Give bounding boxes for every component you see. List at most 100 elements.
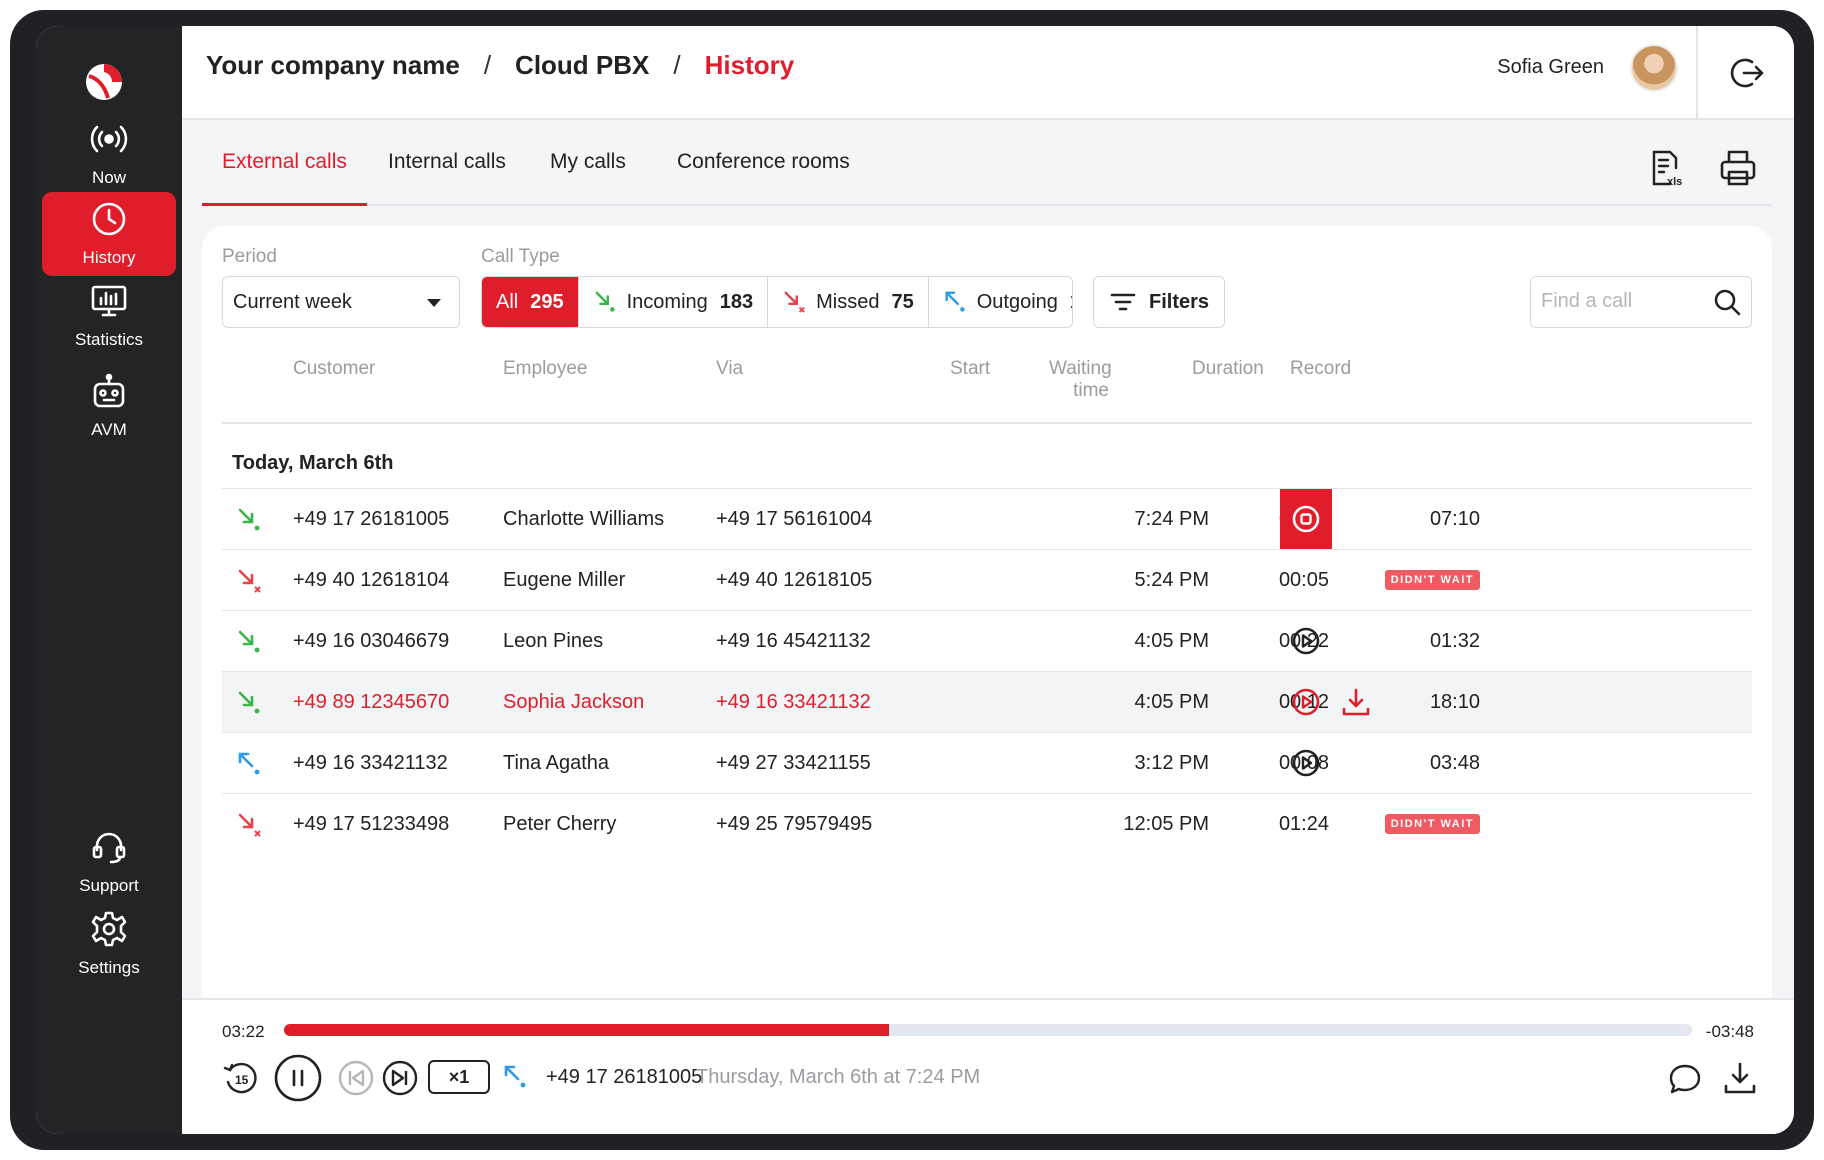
tab-my-calls[interactable]: My calls xyxy=(550,150,626,173)
via-number: +49 17 56161004 xyxy=(716,508,873,530)
customer-number[interactable]: +49 89 12345670 xyxy=(293,691,450,713)
employee-name: Sophia Jackson xyxy=(503,691,645,713)
missed-call-icon xyxy=(238,569,261,593)
search-box xyxy=(1530,276,1752,328)
incoming-call-icon xyxy=(595,291,615,312)
customer-number[interactable]: +49 17 51233498 xyxy=(293,813,450,835)
breadcrumb-separator: / xyxy=(483,50,492,80)
table-row[interactable]: +49 17 51233498 Peter Cherry +49 25 795794… xyxy=(222,793,1752,854)
via-number: +49 27 33421155 xyxy=(716,752,871,774)
call-type-label: Incoming xyxy=(626,290,708,313)
monitor-chart-icon xyxy=(91,285,127,317)
period-value: Current week xyxy=(233,291,352,313)
svg-text:xls: xls xyxy=(1667,176,1682,188)
elapsed-time: 03:22 xyxy=(222,1022,265,1041)
play-recording-button[interactable] xyxy=(1280,611,1332,672)
customer-number[interactable]: +49 16 03046679 xyxy=(293,630,450,652)
playback-progress-bar[interactable] xyxy=(284,1024,1692,1036)
start-time: 5:24 PM xyxy=(1134,569,1209,591)
remaining-time: -03:48 xyxy=(1705,1022,1754,1041)
call-type-outgoing[interactable]: Outgoing 112 xyxy=(929,277,1072,327)
sidebar-item-label: Settings xyxy=(78,958,140,977)
gear-icon xyxy=(91,911,127,947)
duration: 07:10 xyxy=(1429,508,1480,530)
tab-external-calls[interactable]: External calls xyxy=(202,122,367,206)
filters-label: Filters xyxy=(1148,290,1210,313)
tab-internal-calls[interactable]: Internal calls xyxy=(388,150,506,173)
sidebar-item-history[interactable]: History xyxy=(42,192,176,276)
call-type-count: 183 xyxy=(719,290,754,313)
employee-name: Charlotte Williams xyxy=(503,508,665,530)
sidebar-item-settings[interactable]: Settings xyxy=(42,902,176,986)
stop-recording-button[interactable] xyxy=(1280,489,1332,550)
customer-number[interactable]: +49 40 12618104 xyxy=(293,569,450,591)
robot-icon xyxy=(93,373,125,408)
download-icon[interactable] xyxy=(1340,686,1372,718)
table-row[interactable]: +49 89 12345670 Sophia Jackson +49 16 3342… xyxy=(222,671,1752,732)
rewind-15-icon[interactable]: 15 xyxy=(222,1060,258,1096)
download-icon[interactable] xyxy=(1722,1060,1758,1096)
main-content: Your company name / Cloud PBX / History Sofi… xyxy=(182,26,1794,1134)
player-phone-number: +49 17 26181005 xyxy=(546,1066,703,1088)
sidebar-item-support[interactable]: Support xyxy=(42,820,176,904)
waiting-time: 00:05 xyxy=(1278,569,1329,591)
call-type-all[interactable]: All 295 xyxy=(482,277,579,327)
table-row[interactable]: +49 40 12618104 Eugene Miller +49 40 12618… xyxy=(222,549,1752,610)
logout-icon[interactable] xyxy=(1728,54,1766,92)
sidebar-item-now[interactable]: Now xyxy=(42,112,176,196)
breadcrumb-company[interactable]: Your company name xyxy=(206,50,460,80)
sidebar-item-label: AVM xyxy=(91,420,127,439)
call-type-label: Outgoing xyxy=(976,290,1058,313)
skip-next-icon[interactable] xyxy=(382,1060,418,1096)
search-input[interactable] xyxy=(1531,277,1701,325)
broadcast-icon xyxy=(90,125,128,153)
search-icon[interactable] xyxy=(1713,288,1741,316)
call-type-incoming[interactable]: Incoming 183 xyxy=(579,277,769,327)
duration: 18:10 xyxy=(1429,691,1480,713)
missed-call-icon xyxy=(784,291,805,313)
skip-previous-icon[interactable] xyxy=(338,1060,374,1096)
breadcrumb-cloud-pbx[interactable]: Cloud PBX xyxy=(515,50,650,80)
customer-number[interactable]: +49 16 33421132 xyxy=(293,752,448,774)
duration: 01:32 xyxy=(1429,630,1480,652)
sidebar: Now History Statistics AVM xyxy=(36,26,182,1134)
missed-call-icon xyxy=(238,813,261,837)
export-xls-icon[interactable]: xls xyxy=(1648,148,1688,188)
comment-icon[interactable] xyxy=(1668,1062,1702,1096)
column-header-waiting-line: time xyxy=(1073,380,1109,401)
player-call-date: Thursday, March 6th at 7:24 PM xyxy=(696,1066,981,1088)
call-type-count: 295 xyxy=(530,290,564,313)
clock-icon xyxy=(92,202,126,236)
call-type-missed[interactable]: Missed 75 xyxy=(768,277,929,327)
user-name[interactable]: Sofia Green xyxy=(1497,56,1604,78)
play-recording-button[interactable] xyxy=(1280,733,1332,794)
duration: 03:48 xyxy=(1429,752,1480,774)
filters-button[interactable]: Filters xyxy=(1093,276,1225,328)
audio-player: 03:22 -03:48 15 ×1 +49 17 26181005 Thurs… xyxy=(182,998,1794,1134)
playback-speed-button[interactable]: ×1 xyxy=(428,1060,490,1094)
play-recording-button[interactable] xyxy=(1280,672,1332,733)
table-row[interactable]: +49 16 03046679 Leon Pines +49 16 45421132… xyxy=(222,610,1752,671)
customer-number[interactable]: +49 17 26181005 xyxy=(293,508,450,530)
sidebar-item-statistics[interactable]: Statistics xyxy=(42,274,176,358)
call-type-count: 112 xyxy=(1070,291,1072,314)
play-icon xyxy=(1292,627,1320,655)
start-time: 3:12 PM xyxy=(1134,752,1209,774)
period-select[interactable]: Current week xyxy=(222,276,460,328)
sidebar-item-label: Statistics xyxy=(74,330,144,349)
print-icon[interactable] xyxy=(1718,148,1758,188)
table-row[interactable]: +49 17 26181005 Charlotte Williams +49 17 … xyxy=(222,488,1752,550)
via-number: +49 16 45421132 xyxy=(716,630,871,652)
start-time: 4:05 PM xyxy=(1134,691,1209,713)
via-number: +49 40 12618105 xyxy=(716,569,873,591)
pause-icon[interactable] xyxy=(274,1054,322,1102)
column-header-start: Start xyxy=(950,358,991,379)
tab-conference-rooms[interactable]: Conference rooms xyxy=(677,150,850,173)
sidebar-item-avm[interactable]: AVM xyxy=(42,364,176,448)
date-group-heading: Today, March 6th xyxy=(232,452,394,474)
avatar[interactable] xyxy=(1630,44,1678,92)
table-row[interactable]: +49 16 33421132 Tina Agatha +49 27 3342115… xyxy=(222,732,1752,793)
column-header-duration: Duration xyxy=(1192,358,1264,379)
call-history-panel: Period Current week Call Type All 295 Inc… xyxy=(202,226,1772,1134)
breadcrumb-current-page: History xyxy=(704,50,795,80)
